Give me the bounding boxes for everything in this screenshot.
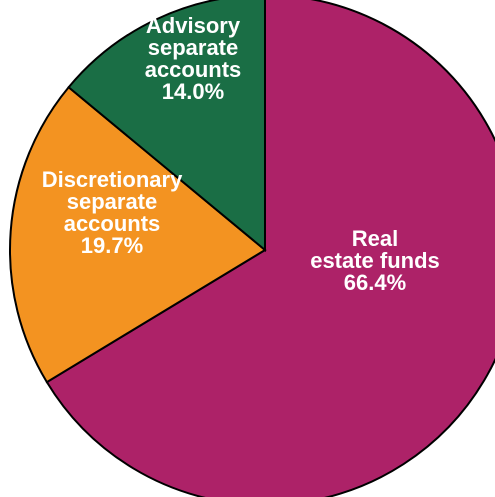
pie-slice-real-estate-funds: [45, 0, 495, 497]
slice-label-line: accounts: [64, 211, 161, 236]
slice-label-real-estate-funds: Real estate funds 66.4%: [310, 226, 440, 295]
slice-label-line: Advisory: [146, 13, 241, 38]
slice-label-line: 19.7%: [81, 233, 143, 258]
slice-label-line: separate: [67, 189, 158, 214]
slice-label-line: Discretionary: [42, 167, 183, 192]
slice-label-discretionary-separate-accounts: Discretionary separate accounts 19.7%: [42, 167, 183, 258]
slice-label-advisory-separate-accounts: Advisory separate accounts 14.0%: [145, 13, 242, 104]
slice-label-line: Real: [352, 226, 398, 251]
pie-slices: [9, 0, 495, 497]
pie-slice-discretionary-separate-accounts: [9, 85, 267, 384]
slice-label-line: 66.4%: [344, 270, 406, 295]
slice-label-line: 14.0%: [162, 79, 224, 104]
pie-labels: Real estate funds 66.4%Discretionary separa…: [42, 13, 440, 295]
slice-label-line: separate: [148, 35, 239, 60]
slice-label-line: accounts: [145, 57, 242, 82]
pie-slice-advisory-separate-accounts: [67, 0, 266, 253]
slice-label-line: estate funds: [310, 248, 440, 273]
